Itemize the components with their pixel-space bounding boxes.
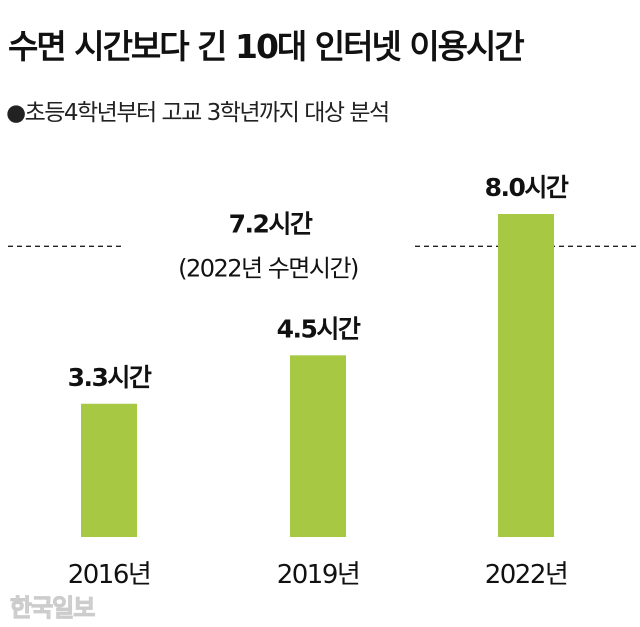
x-tick-label: 2019년 [277,560,360,590]
x-tick-label: 2016년 [68,560,151,590]
bar-2022년 [498,214,554,537]
data-label: 3.3시간 [68,363,152,392]
bar-2016년 [81,403,137,537]
x-tick-label: 2022년 [485,560,568,590]
data-label: 4.5시간 [277,314,361,343]
watermark-logo: 한국일보 [9,594,95,623]
data-label: 8.0시간 [485,173,569,202]
chart-subtitle: ●초등4학년부터 고교 3학년까지 대상 분석 [6,100,390,126]
reference-line-label: 7.2시간 [229,209,313,238]
chart-title: 수면 시간보다 긴 10대 인터넷 이용시간 [8,27,525,66]
bar-2019년 [290,355,346,537]
reference-line-sublabel: (2022년 수면시간) [178,254,358,282]
